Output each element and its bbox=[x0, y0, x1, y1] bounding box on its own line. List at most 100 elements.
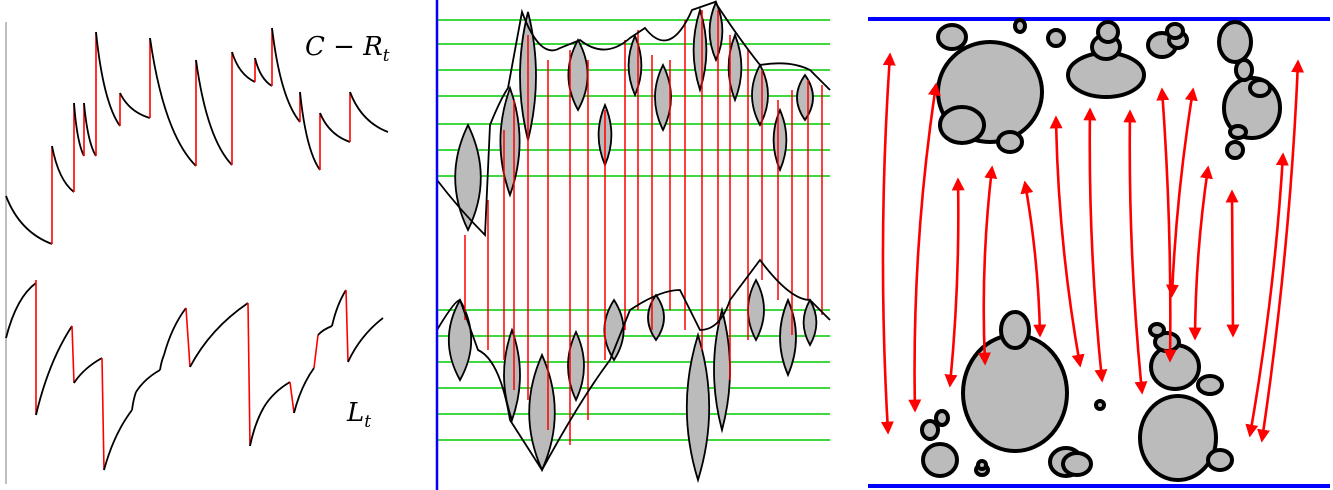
shaded-excursion-lens bbox=[627, 33, 643, 98]
top-path-segment bbox=[73, 102, 85, 157]
red-double-arrow bbox=[908, 82, 941, 413]
shaded-excursion-lens bbox=[603, 298, 625, 362]
grey-blob bbox=[1046, 28, 1066, 48]
shaded-excursion-lens bbox=[713, 306, 731, 434]
top-path-segment bbox=[299, 91, 321, 171]
bottom-path-segment bbox=[135, 369, 161, 393]
red-double-arrow bbox=[880, 52, 896, 435]
red-jump-lines bbox=[436, 10, 823, 445]
top-path-segment bbox=[349, 91, 389, 133]
shaded-excursion-lens bbox=[751, 63, 769, 127]
bottom-path-jump bbox=[185, 307, 191, 368]
top-path-segment bbox=[119, 92, 151, 119]
shaded-excursion-lens bbox=[802, 298, 818, 347]
bottom-path-jump bbox=[247, 302, 251, 447]
bottom-path-segment bbox=[331, 289, 347, 327]
top-path-segment bbox=[51, 145, 75, 193]
bottom-path-segment bbox=[73, 357, 103, 384]
label-l: Lt bbox=[347, 398, 372, 433]
red-double-arrow bbox=[1188, 165, 1213, 341]
bottom-path-jump bbox=[345, 289, 349, 363]
shaded-excursion-lens bbox=[447, 298, 473, 382]
shaded-excursion-lens bbox=[567, 38, 589, 112]
top-path-c-minus-r bbox=[5, 27, 389, 245]
top-path-segment bbox=[149, 37, 197, 167]
grey-blob bbox=[1096, 20, 1120, 44]
grey-blob bbox=[996, 130, 1024, 154]
bottom-path-segment bbox=[103, 409, 133, 471]
bottom-path-segment bbox=[249, 406, 265, 447]
blobs-panel bbox=[840, 0, 1333, 490]
bottom-path-segment bbox=[263, 381, 291, 408]
shaded-excursion-lens bbox=[454, 122, 482, 233]
bottom-path-jump bbox=[313, 334, 319, 369]
grey-blob bbox=[1165, 22, 1185, 40]
red-double-arrow bbox=[1020, 180, 1047, 338]
double-arrow-group bbox=[880, 52, 1305, 443]
bottom-path-segment bbox=[5, 282, 37, 339]
grey-blob bbox=[1234, 58, 1254, 82]
red-double-arrow bbox=[1123, 109, 1148, 395]
bottom-path-l bbox=[5, 280, 384, 471]
grey-blob bbox=[1061, 451, 1093, 477]
bottom-path-segment bbox=[35, 325, 73, 416]
top-path-segment bbox=[195, 59, 233, 166]
lower-envelope-curve bbox=[436, 258, 831, 472]
grey-blob bbox=[1228, 124, 1248, 140]
bottom-path-segment bbox=[131, 391, 137, 411]
top-path-segment bbox=[254, 57, 273, 87]
grey-blob bbox=[936, 23, 968, 51]
bottom-path-segment bbox=[317, 325, 333, 336]
grey-blob bbox=[1225, 140, 1245, 160]
grey-blob bbox=[1148, 322, 1166, 338]
grey-blob bbox=[1196, 374, 1224, 396]
shaded-excursion-lens bbox=[747, 278, 765, 342]
shaded-excursion-lens bbox=[779, 297, 797, 378]
red-double-arrow bbox=[1225, 189, 1240, 338]
grey-blob bbox=[1149, 343, 1201, 391]
shaded-excursion-lens bbox=[499, 85, 521, 198]
sample-paths-panel: C − Rt Lt bbox=[0, 0, 430, 490]
bottom-path-segment bbox=[163, 307, 187, 356]
grey-blob bbox=[961, 333, 1069, 453]
label-c-minus-r: C − Rt bbox=[305, 32, 390, 67]
bottom-path-segment bbox=[293, 367, 315, 414]
shaded-excursion-lens bbox=[503, 327, 521, 423]
sample-paths-svg bbox=[5, 22, 389, 484]
top-path-segment bbox=[271, 27, 301, 123]
red-double-arrow bbox=[944, 177, 965, 388]
top-path-segment bbox=[95, 31, 121, 127]
excursion-curves bbox=[436, 0, 831, 472]
bottom-path-segment bbox=[189, 302, 249, 368]
grey-blob bbox=[999, 310, 1031, 350]
red-double-arrow bbox=[1156, 87, 1177, 363]
blob-group bbox=[920, 18, 1282, 482]
bottom-path-jump bbox=[71, 325, 75, 384]
red-double-arrow bbox=[1165, 87, 1198, 298]
top-path-segment bbox=[5, 195, 53, 245]
grey-blob bbox=[921, 442, 959, 478]
shaded-excursion-lens bbox=[647, 293, 665, 342]
grey-blob bbox=[938, 105, 986, 145]
red-double-arrow bbox=[978, 165, 998, 366]
grey-blob bbox=[1138, 394, 1218, 482]
shaded-excursion-lens bbox=[685, 331, 711, 484]
top-path-segment bbox=[231, 51, 256, 83]
red-double-arrow bbox=[1049, 115, 1085, 368]
bottom-path-segment bbox=[159, 354, 165, 371]
upper-envelope-curve bbox=[436, 0, 831, 238]
level-sets-panel bbox=[430, 0, 840, 490]
level-sets-svg bbox=[435, 0, 831, 490]
bottom-path-jump bbox=[289, 381, 295, 414]
red-double-arrow bbox=[1257, 59, 1305, 443]
top-path-segment bbox=[319, 112, 351, 143]
shaded-excursion-lens bbox=[654, 62, 672, 133]
blobs-svg bbox=[868, 17, 1330, 488]
grey-blob bbox=[1094, 399, 1106, 411]
shaded-excursion-lens bbox=[708, 0, 724, 63]
bottom-path-segment bbox=[347, 317, 384, 363]
grey-blob bbox=[1013, 18, 1027, 34]
red-double-arrow bbox=[1245, 152, 1289, 438]
shaded-excursion-lens bbox=[692, 7, 708, 93]
top-path-segment bbox=[83, 102, 97, 157]
